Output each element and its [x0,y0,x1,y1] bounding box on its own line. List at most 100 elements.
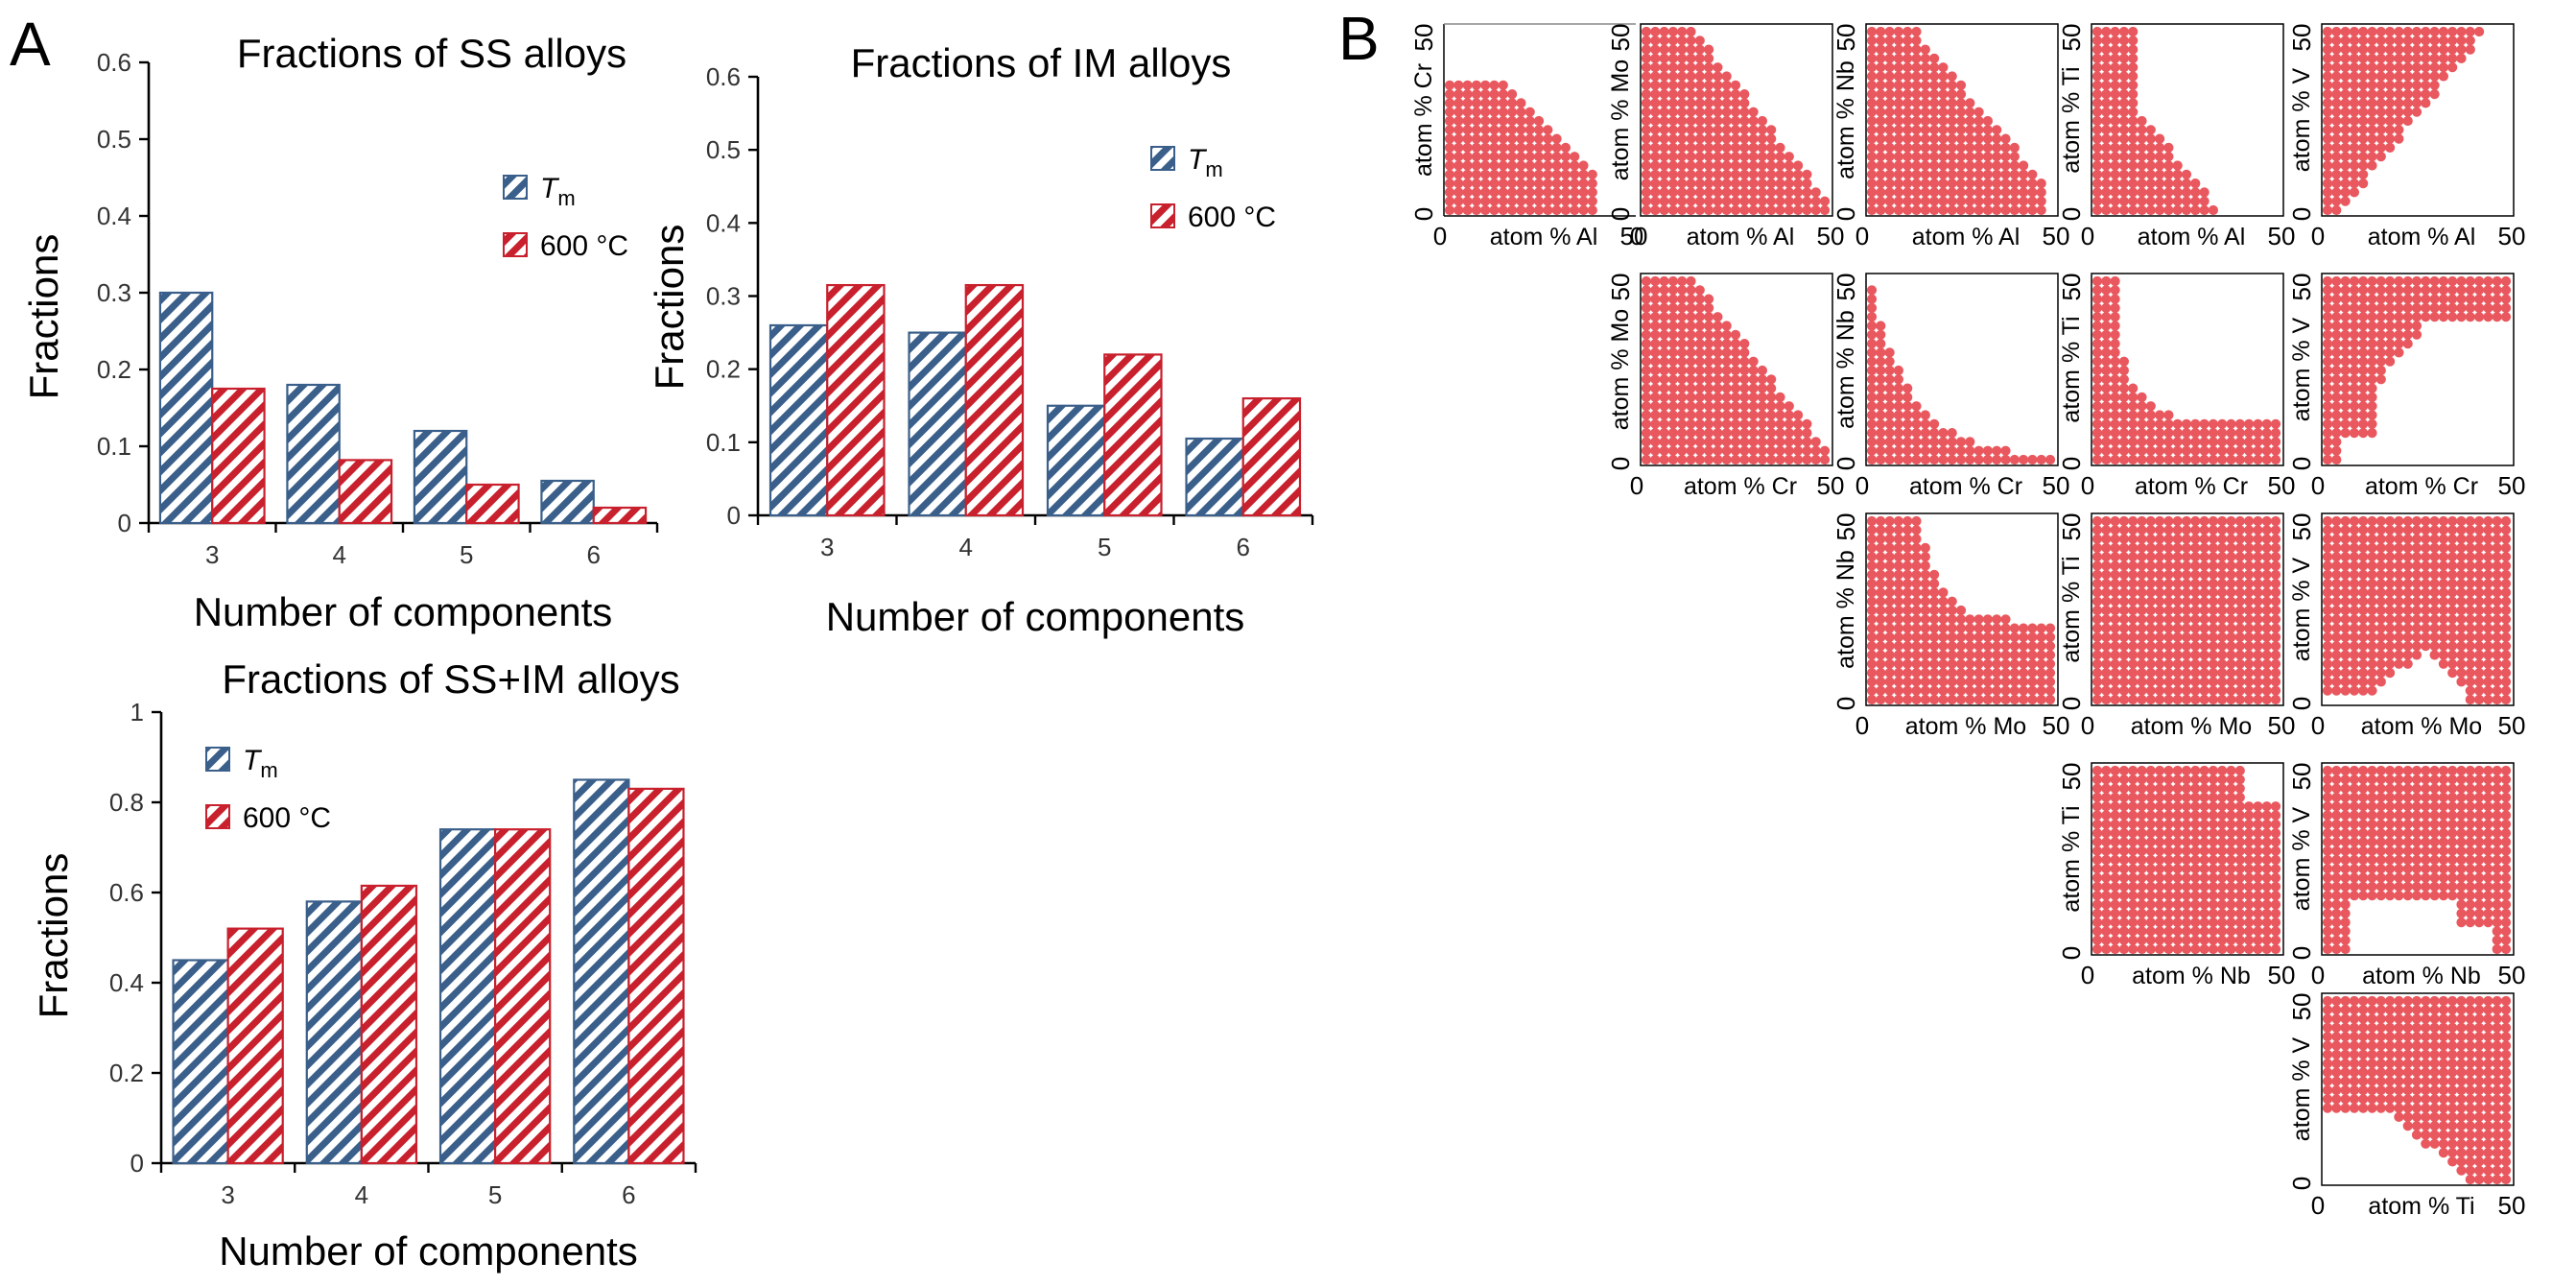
phase-point [2411,995,2422,1007]
phase-point [2492,1067,2502,1078]
phase-point [2190,418,2201,429]
phase-point [2411,1040,2422,1051]
phase-point [2234,828,2245,839]
phase-point [1866,392,1878,402]
phase-point [2163,650,2174,660]
phase-point [1686,437,1696,447]
phase-point [2474,641,2485,652]
phase-point [2253,579,2263,589]
phase-point [2181,454,2192,465]
legend-entry: Tm [243,745,278,782]
phase-point [2474,1103,2485,1113]
phase-point [2217,917,2228,928]
phase-point [2438,1103,2448,1113]
phase-point [2456,845,2467,856]
phase-point [2340,1022,2351,1033]
phase-point [2270,418,2281,429]
phase-point [2411,312,2422,322]
phase-point [2253,943,2263,955]
phase-point [1570,187,1580,198]
phase-point [1911,454,1922,465]
phase-point [2438,881,2448,893]
phase-point [1471,169,1481,179]
phase-point [1810,445,1821,456]
phase-point [2101,783,2112,794]
phase-point [2385,792,2396,803]
phase-point [2375,62,2386,73]
phase-point [2331,631,2342,643]
phase-point [2101,187,2112,198]
phase-point [2340,650,2351,660]
phase-point [2234,774,2245,785]
phase-point [1471,80,1481,90]
phase-point [2322,765,2333,776]
phase-point [2190,694,2201,705]
phase-point [2331,552,2342,562]
phase-point [1659,142,1669,153]
phase-point [2367,774,2377,785]
phase-point [2375,579,2386,589]
phase-point [2500,294,2512,304]
phase-point [2145,899,2156,910]
phase-point [2128,899,2139,910]
phase-point [2394,1111,2404,1122]
phase-point [1973,179,1984,189]
phase-point [2429,1067,2440,1078]
phase-point [2163,179,2174,189]
phase-point [2456,828,2467,839]
phase-point [1686,115,1696,127]
phase-point [2128,437,2139,447]
phase-point [1704,196,1714,206]
x-axis-label: atom % Al [1687,224,1795,250]
phase-point [2000,179,2011,189]
phase-point [2128,864,2139,874]
phase-point [1524,179,1535,189]
phase-point [2411,36,2422,46]
phase-point [2261,668,2272,679]
phase-point [1902,614,1913,625]
phase-point [2465,1049,2475,1060]
phase-point [1920,133,1930,144]
phase-point [2190,828,2201,839]
phase-point [2118,935,2129,945]
phase-point [2447,1156,2458,1167]
phase-point [2322,98,2333,108]
phase-point [1641,53,1652,63]
phase-point [2322,810,2333,821]
phase-point [1694,98,1705,108]
phase-point [2155,428,2165,439]
phase-point [2367,125,2377,135]
phase-point [2118,71,2129,82]
phase-point [2163,854,2174,866]
phase-point [1938,160,1949,171]
phase-point [2474,1138,2485,1149]
phase-point [1704,53,1714,63]
phase-point [2492,1059,2502,1069]
phase-point [1866,107,1878,117]
phase-point [2500,605,2512,616]
phase-point [2429,579,2440,589]
phase-point [1920,169,1930,179]
phase-point [1947,658,1957,669]
y-tick-label: 50 [1832,513,1860,541]
phase-point [2128,187,2139,198]
phase-point [2394,854,2404,866]
phase-point [1911,125,1922,135]
phase-point [1920,418,1930,429]
phase-point [2322,872,2333,883]
phase-point [2190,542,2201,554]
phase-point [2110,454,2120,465]
phase-point [2349,560,2359,571]
phase-point [2429,845,2440,856]
phase-point [1929,569,1940,580]
phase-point [2217,845,2228,856]
phase-point [1704,454,1714,465]
phase-point [2009,641,2020,652]
phase-point [2411,631,2422,643]
phase-point [2500,1067,2512,1078]
phase-point [2429,596,2440,607]
phase-point [2000,631,2011,643]
phase-point [1713,204,1723,216]
phase-point [2411,1076,2422,1086]
phase-point [1686,44,1696,55]
